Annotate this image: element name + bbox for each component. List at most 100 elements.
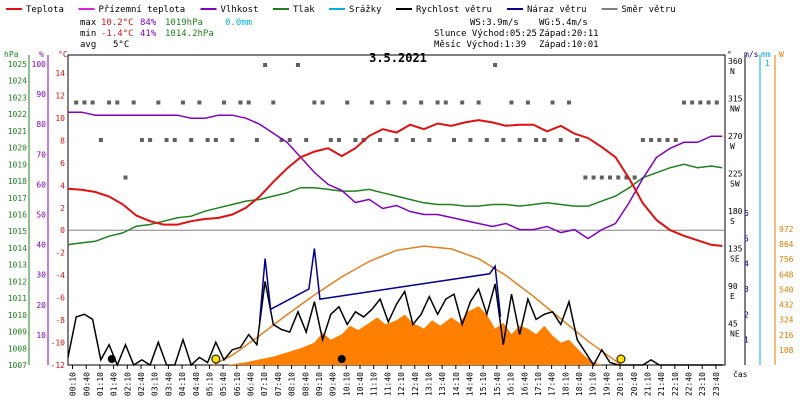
press-tick-9: 1016 bbox=[8, 211, 27, 220]
wind-dir-point-26 bbox=[287, 138, 292, 142]
wind-dir-point-15 bbox=[197, 100, 202, 105]
temp-tick-10: 8 bbox=[60, 136, 65, 145]
wind-gust-summary: WG:5.4m/s bbox=[539, 18, 588, 28]
wind-dir-point-9 bbox=[148, 138, 153, 142]
wind-dir-point-52 bbox=[501, 138, 506, 142]
x-tick-43: 21:40 bbox=[657, 372, 666, 396]
wind-dir-point-46 bbox=[451, 138, 456, 142]
temp-tick-5: -2 bbox=[55, 249, 65, 258]
wind-dir-point-14 bbox=[189, 138, 194, 142]
dir-tick-3: 180 bbox=[728, 207, 743, 216]
dir-tick-4: 225 bbox=[728, 170, 743, 179]
x-axis: 00:10 00:40 01:10 01:40 02:10 02:40 03:10 03:40… bbox=[69, 365, 748, 396]
wind-dir-point-5 bbox=[115, 100, 120, 105]
temp-tick-6: 0 bbox=[60, 226, 65, 235]
stat-max-hum: 84% bbox=[140, 18, 157, 28]
press-tick-2: 1009 bbox=[8, 328, 27, 337]
dir-tick-5: 270 bbox=[728, 132, 743, 141]
solar-potential-line bbox=[212, 245, 622, 366]
x-tick-41: 20:40 bbox=[630, 372, 639, 396]
x-tick-21: 10:40 bbox=[356, 372, 365, 396]
stat-min-temp: -1.4°C bbox=[101, 29, 134, 39]
legend-label-1: Přízemní teplota bbox=[99, 5, 186, 15]
temp-tick-9: 6 bbox=[60, 159, 65, 168]
wind-dir-point-59 bbox=[558, 138, 563, 142]
sun-marker-1 bbox=[616, 354, 626, 364]
solar-tick-0: 108 bbox=[779, 346, 794, 355]
x-tick-30: 15:10 bbox=[479, 372, 488, 396]
x-tick-20: 10:10 bbox=[342, 372, 351, 396]
x-tick-42: 21:10 bbox=[643, 372, 652, 396]
legend-label-4: Srážky bbox=[349, 5, 382, 15]
press-tick-4: 1011 bbox=[8, 294, 27, 303]
x-tick-4: 02:10 bbox=[123, 372, 132, 396]
temp-tick-2: -8 bbox=[55, 316, 65, 325]
solar-tick-5: 648 bbox=[779, 270, 794, 279]
wind-dir-point-55 bbox=[525, 100, 530, 105]
press-tick-10: 1017 bbox=[8, 194, 27, 203]
temp-tick-0: -12 bbox=[51, 361, 66, 370]
x-tick-3: 01:40 bbox=[110, 372, 119, 396]
hum-tick-2: 30 bbox=[36, 271, 46, 280]
solar-tick-1: 216 bbox=[779, 331, 794, 340]
press-tick-17: 1024 bbox=[8, 77, 27, 86]
moon-marker-1 bbox=[337, 355, 346, 363]
press-tick-15: 1022 bbox=[8, 110, 27, 119]
dir-unit: ° bbox=[727, 50, 732, 59]
solar-tick-7: 864 bbox=[779, 240, 794, 249]
hum-unit: % bbox=[39, 50, 44, 59]
x-tick-40: 20:10 bbox=[616, 372, 625, 396]
legend-label-3: Tlak bbox=[293, 5, 315, 15]
wind-dir-point-13 bbox=[180, 100, 185, 105]
x-tick-46: 23:10 bbox=[698, 372, 707, 396]
x-tick-16: 08:10 bbox=[288, 372, 297, 396]
wind-dir-point-16 bbox=[205, 138, 210, 142]
temperature-line bbox=[67, 119, 723, 247]
dir-compass-0: NE bbox=[730, 330, 740, 339]
legend-label-0: Teplota bbox=[26, 5, 64, 15]
legend: Teplota Přízemní teplota Vlhkost Tlak Srážky… bbox=[6, 5, 676, 15]
wind-dir-point-67 bbox=[624, 175, 629, 180]
press-tick-18: 1025 bbox=[8, 60, 27, 69]
wind-dir-point-36 bbox=[369, 100, 374, 105]
wind-dir-point-31 bbox=[328, 138, 333, 142]
wind-dir-point-30 bbox=[320, 100, 325, 105]
hum-tick-1: 20 bbox=[36, 301, 46, 310]
x-tick-37: 18:40 bbox=[575, 372, 584, 396]
temp-tick-4: -4 bbox=[55, 271, 65, 280]
pressure-line bbox=[67, 163, 723, 246]
press-tick-16: 1023 bbox=[8, 93, 27, 102]
wind-dir-point-66 bbox=[616, 175, 621, 180]
legend-label-5: Rychlost větru bbox=[416, 5, 492, 15]
x-tick-24: 12:10 bbox=[397, 372, 406, 396]
dir-tick-1: 90 bbox=[728, 282, 738, 291]
wind-dir-point-42 bbox=[419, 100, 424, 105]
wind-dir-point-49 bbox=[476, 100, 481, 105]
solar-tick-3: 432 bbox=[779, 301, 794, 310]
dir-tick-6: 315 bbox=[728, 95, 743, 104]
wind-dir-point-58 bbox=[550, 100, 555, 105]
x-tick-1: 00:40 bbox=[82, 372, 91, 396]
solar-unit: W bbox=[779, 50, 784, 59]
x-tick-17: 08:40 bbox=[301, 372, 310, 396]
hum-tick-6: 70 bbox=[36, 150, 46, 159]
x-tick-13: 06:40 bbox=[247, 372, 256, 396]
x-tick-18: 09:10 bbox=[315, 372, 324, 396]
hum-tick-8: 90 bbox=[36, 90, 46, 99]
stat-avg-label: avg bbox=[80, 40, 96, 50]
wind-dir-point-3 bbox=[98, 138, 103, 142]
press-tick-12: 1019 bbox=[8, 160, 27, 169]
x-tick-6: 03:10 bbox=[151, 372, 160, 396]
dir-compass-2: SE bbox=[730, 255, 740, 264]
wind-dir-point-48 bbox=[468, 138, 473, 142]
moonrise-info: Měsíc Východ:1:39 bbox=[434, 40, 526, 50]
wind-tick-5: 6 bbox=[744, 209, 749, 218]
wind-dir-point-72 bbox=[665, 138, 670, 142]
wind-dir-point-63 bbox=[591, 175, 596, 180]
solar-tick-4: 540 bbox=[779, 285, 794, 294]
wind-gust-line bbox=[258, 248, 502, 322]
rain-tick-0: 1 bbox=[765, 59, 770, 68]
stat-avg-temp: 5°C bbox=[113, 40, 129, 50]
stat-min-hum: 41% bbox=[140, 29, 157, 39]
